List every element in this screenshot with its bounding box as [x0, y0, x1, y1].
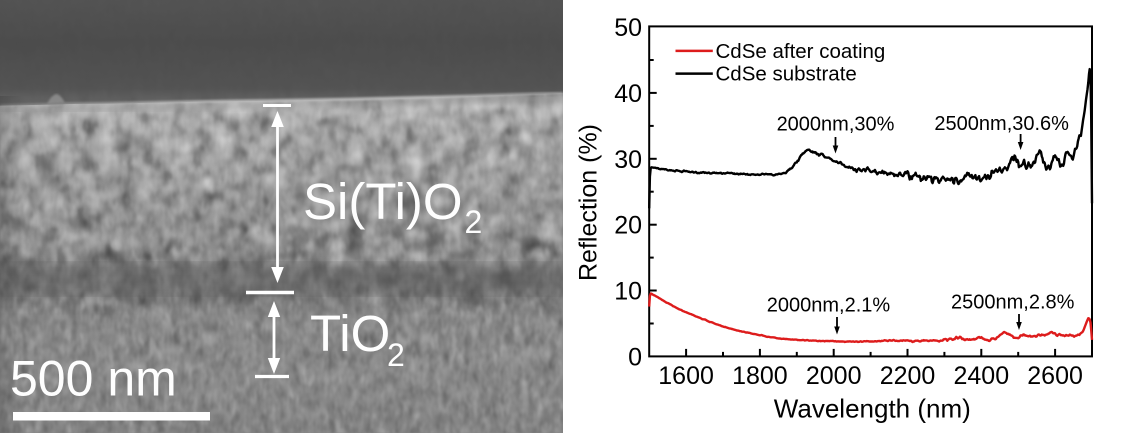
svg-text:Si(Ti)O: Si(Ti)O: [303, 173, 463, 230]
svg-text:CdSe after coating: CdSe after coating: [716, 40, 886, 63]
svg-text:50: 50: [614, 14, 642, 42]
svg-text:10: 10: [614, 278, 642, 306]
svg-text:1600: 1600: [658, 362, 714, 390]
svg-text:2400: 2400: [953, 362, 1009, 390]
svg-text:20: 20: [614, 212, 642, 240]
svg-text:2000nm,2.1%: 2000nm,2.1%: [767, 295, 891, 317]
svg-text:2000nm,30%: 2000nm,30%: [777, 113, 895, 135]
svg-text:Wavelength (nm): Wavelength (nm): [774, 394, 971, 424]
svg-text:2600: 2600: [1027, 362, 1083, 390]
svg-text:2200: 2200: [880, 362, 936, 390]
svg-text:40: 40: [614, 80, 642, 108]
svg-text:CdSe substrate: CdSe substrate: [716, 63, 857, 86]
svg-text:2: 2: [465, 204, 483, 240]
svg-text:500 nm: 500 nm: [10, 351, 177, 407]
svg-text:2000: 2000: [806, 362, 862, 390]
svg-text:1800: 1800: [732, 362, 788, 390]
svg-text:30: 30: [614, 146, 642, 174]
svg-text:2500nm,30.6%: 2500nm,30.6%: [934, 113, 1069, 135]
svg-text:2: 2: [387, 337, 405, 373]
svg-text:TiO: TiO: [310, 305, 390, 362]
svg-text:2500nm,2.8%: 2500nm,2.8%: [951, 291, 1075, 313]
svg-text:Reflection (%): Reflection (%): [575, 124, 603, 281]
svg-text:0: 0: [628, 343, 642, 371]
